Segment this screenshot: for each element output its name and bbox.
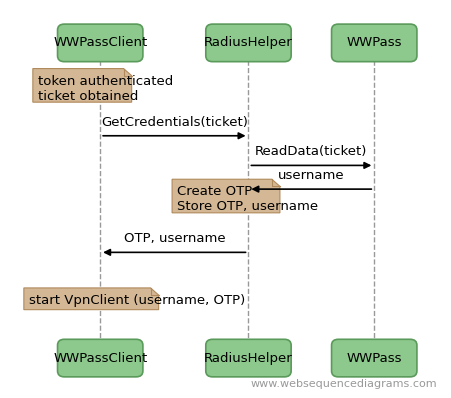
Text: WWPassClient: WWPassClient bbox=[53, 351, 147, 365]
Text: token authenticated
ticket obtained: token authenticated ticket obtained bbox=[38, 74, 173, 103]
Text: WWPass: WWPass bbox=[346, 36, 401, 49]
FancyBboxPatch shape bbox=[57, 24, 143, 62]
Text: www.websequencediagrams.com: www.websequencediagrams.com bbox=[250, 379, 436, 389]
Text: RadiusHelper: RadiusHelper bbox=[204, 36, 292, 49]
Polygon shape bbox=[33, 68, 131, 102]
Text: GetCredentials(ticket): GetCredentials(ticket) bbox=[101, 116, 247, 129]
FancyBboxPatch shape bbox=[331, 24, 416, 62]
Text: OTP, username: OTP, username bbox=[123, 232, 225, 245]
FancyBboxPatch shape bbox=[205, 339, 290, 377]
Text: ReadData(ticket): ReadData(ticket) bbox=[255, 145, 367, 158]
Text: Create OTP
Store OTP, username: Create OTP Store OTP, username bbox=[177, 185, 318, 213]
Polygon shape bbox=[172, 179, 279, 213]
Text: WWPassClient: WWPassClient bbox=[53, 36, 147, 49]
Text: username: username bbox=[277, 169, 344, 182]
Text: WWPass: WWPass bbox=[346, 351, 401, 365]
FancyBboxPatch shape bbox=[57, 339, 143, 377]
Text: start VpnClient (username, OTP): start VpnClient (username, OTP) bbox=[29, 294, 245, 307]
FancyBboxPatch shape bbox=[205, 24, 290, 62]
Text: RadiusHelper: RadiusHelper bbox=[204, 351, 292, 365]
Polygon shape bbox=[24, 288, 158, 310]
FancyBboxPatch shape bbox=[331, 339, 416, 377]
